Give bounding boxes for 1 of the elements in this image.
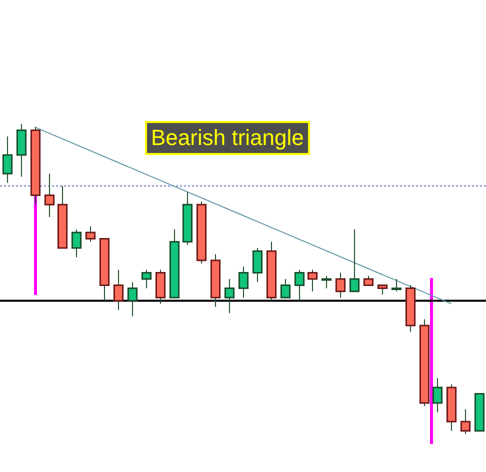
annotation: Bearish triangle <box>145 121 310 155</box>
